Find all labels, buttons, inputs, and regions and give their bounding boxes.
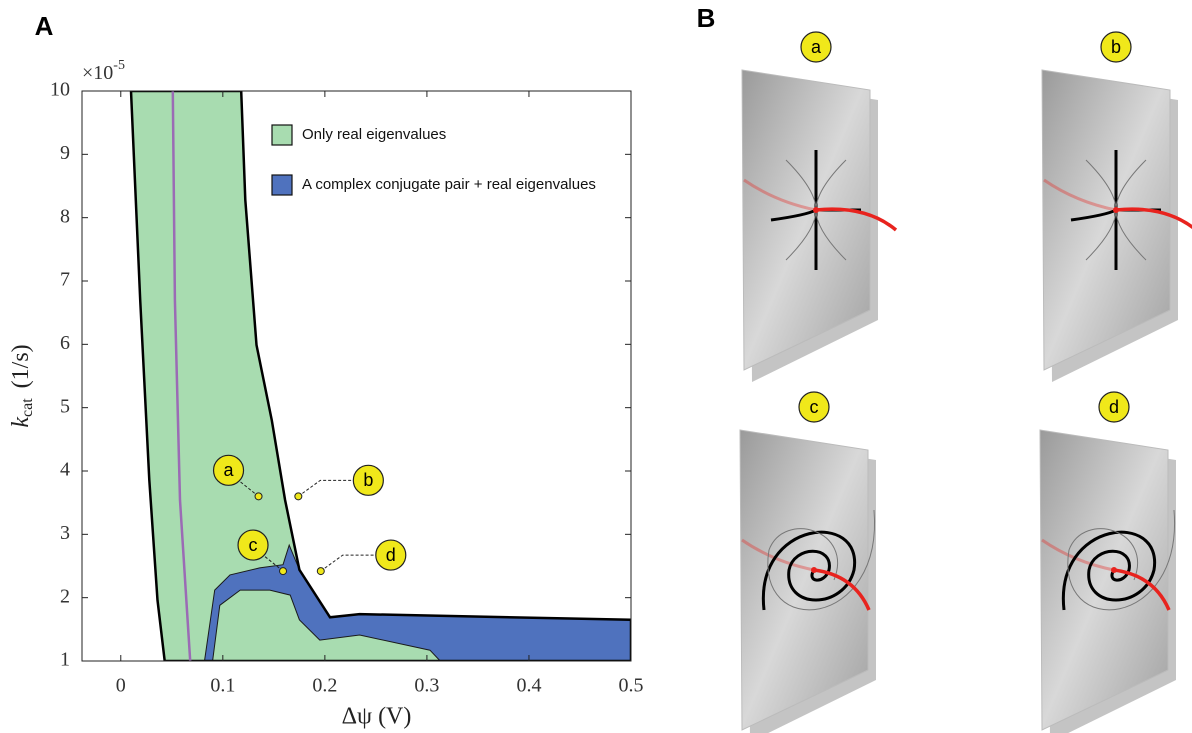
y-tick-label: 2 bbox=[60, 585, 70, 607]
panel-badge bbox=[1100, 31, 1132, 63]
leader-line bbox=[298, 479, 353, 497]
y-multiplier: ×10-5 bbox=[82, 58, 125, 83]
stable-manifold bbox=[813, 568, 871, 611]
trajectory-thin bbox=[1115, 209, 1147, 261]
plane bbox=[739, 429, 869, 731]
fixed-point bbox=[813, 207, 819, 213]
x-axis-label: Δψ (V) bbox=[342, 704, 412, 730]
x-tick-label: 0.2 bbox=[312, 675, 337, 697]
panel-label: B bbox=[697, 3, 716, 33]
region bbox=[203, 543, 631, 661]
axes-box bbox=[81, 90, 632, 662]
point bbox=[254, 492, 263, 501]
curve bbox=[171, 91, 192, 661]
panel-badge bbox=[1098, 391, 1130, 423]
phase-portrait: b bbox=[1041, 31, 1192, 382]
phase-portrait: a bbox=[741, 31, 898, 382]
plot-clip bbox=[129, 91, 631, 661]
point bbox=[316, 567, 325, 576]
x-tick-label: 0 bbox=[116, 675, 126, 697]
stable-manifold bbox=[1113, 568, 1171, 611]
unstable-manifold bbox=[1043, 178, 1117, 212]
point-label: d bbox=[386, 545, 396, 565]
point-label: c bbox=[249, 535, 258, 555]
y-tick-label: 9 bbox=[60, 142, 70, 164]
panel-label: A bbox=[35, 11, 54, 41]
phase-portrait: d bbox=[1039, 391, 1176, 733]
trajectory-thin bbox=[815, 209, 847, 261]
trajectory-thin bbox=[1085, 159, 1117, 211]
y-tick-label: 4 bbox=[60, 459, 70, 481]
point bbox=[279, 567, 288, 576]
y-axis-label-part: (1/s) bbox=[8, 344, 34, 388]
x-tick-label: 0.5 bbox=[619, 675, 644, 697]
panel-badge-label: c bbox=[810, 397, 819, 417]
spiral-thin bbox=[1067, 509, 1175, 611]
point-label: b bbox=[363, 470, 373, 490]
plane bbox=[1039, 429, 1169, 731]
trajectory-thin bbox=[1085, 209, 1117, 261]
x-tick-label: 0.3 bbox=[414, 675, 439, 697]
legend-swatch bbox=[271, 174, 293, 196]
leader-line bbox=[262, 554, 284, 572]
fixed-point bbox=[1113, 207, 1119, 213]
y-tick-label: 3 bbox=[60, 522, 70, 544]
point-badge bbox=[212, 454, 245, 486]
x-tick-label: 0.4 bbox=[516, 675, 541, 697]
multiplier-exponent: -5 bbox=[113, 58, 125, 73]
point bbox=[294, 492, 303, 501]
unstable-manifold bbox=[743, 178, 817, 212]
panel-badge-label: b bbox=[1111, 37, 1121, 57]
trajectory-thin bbox=[785, 209, 817, 261]
plane bbox=[741, 69, 871, 371]
y-axis-label-part: k bbox=[8, 417, 34, 428]
point-badge bbox=[237, 529, 269, 561]
y-axis-label: kcat (1/s) bbox=[8, 344, 36, 427]
point-badge bbox=[375, 539, 407, 571]
panel-badge-label: a bbox=[811, 37, 822, 57]
point-label: a bbox=[224, 460, 235, 480]
plane bbox=[1041, 69, 1171, 371]
y-axis-label-part: cat bbox=[19, 398, 36, 417]
leader-line bbox=[320, 554, 375, 572]
legend-swatch bbox=[271, 124, 293, 146]
trajectory-thin bbox=[1115, 159, 1147, 211]
fixed-point bbox=[811, 567, 817, 573]
boundary-line bbox=[129, 91, 631, 661]
phase-portrait: c bbox=[739, 391, 876, 733]
legend-label: A complex conjugate pair + real eigenval… bbox=[302, 176, 596, 193]
plot-area: 0 0.1 0.2 0.3 0.4 0.5 1 2 3 4 5 6 7 8 9 10 Δψ (V) kcat (1/… bbox=[8, 58, 644, 729]
y-tick-label: 10 bbox=[50, 79, 70, 101]
point-badge bbox=[352, 464, 384, 496]
phase-portraits: a b c d bbox=[739, 31, 1192, 733]
trajectory-thin bbox=[785, 159, 817, 211]
y-tick-label: 6 bbox=[60, 332, 70, 354]
stable-manifold bbox=[1115, 207, 1192, 230]
trajectory-thin bbox=[815, 159, 847, 211]
legend-label: Only real eigenvalues bbox=[302, 126, 446, 143]
leader-line bbox=[238, 479, 259, 497]
stable-manifold bbox=[815, 207, 898, 232]
y-tick-label: 7 bbox=[60, 269, 70, 291]
panel-badge bbox=[798, 391, 830, 423]
x-tick-label: 0.1 bbox=[210, 675, 235, 697]
fixed-point bbox=[1111, 567, 1117, 573]
region bbox=[131, 91, 631, 661]
spiral-thin bbox=[767, 509, 875, 611]
y-tick-label: 5 bbox=[60, 395, 70, 417]
spiral bbox=[761, 530, 857, 611]
panel-badge bbox=[800, 31, 832, 63]
panel-badge-label: d bbox=[1109, 397, 1119, 417]
spiral bbox=[1061, 530, 1157, 611]
y-tick-label: 8 bbox=[60, 205, 70, 227]
y-tick-label: 1 bbox=[60, 649, 70, 671]
multiplier-base: ×10 bbox=[82, 62, 113, 84]
